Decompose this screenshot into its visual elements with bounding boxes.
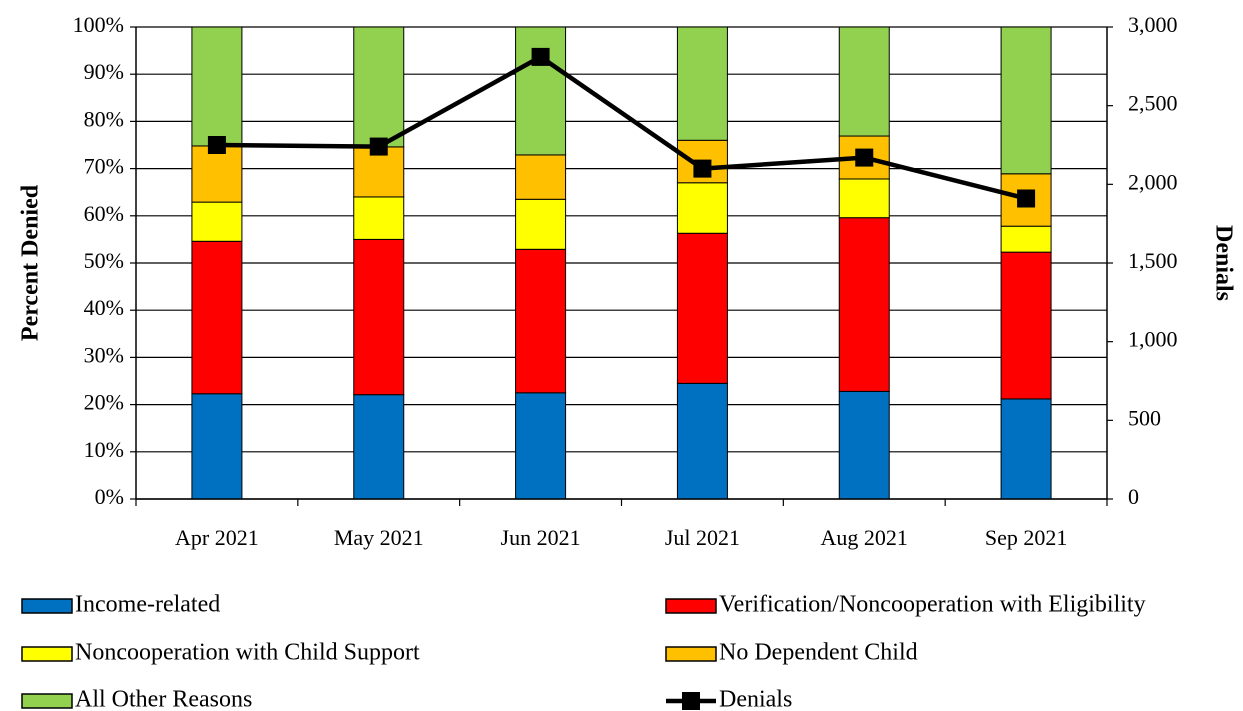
x-tick-label: Jun 2021 bbox=[501, 525, 581, 550]
bar-segment bbox=[1000, 26, 1052, 175]
bar-segment bbox=[1000, 251, 1052, 400]
bar-segment bbox=[191, 240, 243, 395]
y-axis-title: Percent Denied bbox=[18, 184, 44, 341]
bar-segment bbox=[191, 201, 243, 242]
y-tick-label: 50% bbox=[84, 248, 124, 273]
bar-segment bbox=[676, 232, 728, 384]
x-tick-label: Jul 2021 bbox=[665, 525, 740, 550]
bar-segment bbox=[515, 198, 567, 250]
axes bbox=[130, 26, 1113, 506]
y-tick-label: 20% bbox=[84, 390, 124, 415]
bar-segment bbox=[1000, 225, 1052, 253]
y2-tick-label: 2,500 bbox=[1128, 91, 1178, 116]
bar-segment bbox=[838, 26, 890, 137]
legend-label: All Other Reasons bbox=[75, 687, 252, 711]
legend-label: No Dependent Child bbox=[719, 640, 918, 666]
bar-segment bbox=[676, 182, 728, 234]
bar-segment bbox=[515, 154, 567, 200]
legend-label: Noncooperation with Child Support bbox=[75, 640, 420, 666]
bar-segment bbox=[191, 26, 243, 147]
legend-swatch bbox=[665, 646, 717, 662]
y2-axis-title: Denials bbox=[1210, 225, 1236, 301]
y2-tick-label: 3,000 bbox=[1128, 12, 1178, 37]
denials-marker bbox=[369, 137, 388, 156]
stacked-bars bbox=[191, 26, 1052, 500]
bar-segment bbox=[838, 217, 890, 392]
bar-segment bbox=[838, 178, 890, 219]
y-tick-label: 40% bbox=[84, 295, 124, 320]
legend-swatch bbox=[21, 693, 73, 709]
bar-segment bbox=[353, 238, 405, 396]
bar-segment bbox=[353, 26, 405, 148]
legend-label: Income-related bbox=[75, 592, 220, 618]
x-tick-label: Sep 2021 bbox=[985, 525, 1068, 550]
y-tick-label: 100% bbox=[73, 12, 124, 37]
y-tick-label: 10% bbox=[84, 437, 124, 462]
bar-segment bbox=[676, 382, 728, 500]
y2-tick-label: 1,500 bbox=[1128, 248, 1178, 273]
y2-tick-label: 0 bbox=[1128, 484, 1139, 509]
denials-marker bbox=[1017, 189, 1036, 208]
legend-label: Verification/Noncooperation with Eligibi… bbox=[719, 592, 1146, 618]
denials-line-path bbox=[216, 54, 1027, 201]
bar-segment bbox=[515, 26, 567, 156]
denials-marker bbox=[693, 159, 712, 178]
y-tick-label: 80% bbox=[84, 106, 124, 131]
legend-swatch bbox=[21, 598, 73, 614]
y-tick-label: 30% bbox=[84, 342, 124, 367]
tick-labels: 0% 10% 20% 30% 40% 50% 60% 70% 80% 90% 100% 0 500 1,0… bbox=[73, 12, 1178, 550]
x-tick-label: May 2021 bbox=[334, 525, 424, 550]
bar-segment bbox=[191, 393, 243, 500]
bar-segment bbox=[353, 196, 405, 240]
legend-label: Denials bbox=[719, 687, 792, 711]
y2-tick-label: 1,000 bbox=[1128, 327, 1178, 352]
bar-segment bbox=[1000, 398, 1052, 500]
bar-segment bbox=[676, 26, 728, 141]
y-tick-label: 60% bbox=[84, 201, 124, 226]
y2-tick-label: 2,000 bbox=[1128, 169, 1178, 194]
denials-marker bbox=[207, 136, 226, 154]
denials-line bbox=[207, 47, 1036, 208]
bar-segment bbox=[353, 394, 405, 500]
y-tick-label: 90% bbox=[84, 59, 124, 84]
bar-segment bbox=[191, 145, 243, 203]
x-tick-label: Apr 2021 bbox=[175, 525, 259, 550]
bar-segment bbox=[838, 390, 890, 500]
legend-swatch bbox=[665, 598, 717, 614]
x-tick-label: Aug 2021 bbox=[821, 525, 908, 550]
legend-swatch bbox=[21, 646, 73, 662]
legend: Income-related Verification/Noncooperatio… bbox=[21, 592, 1146, 711]
gridlines bbox=[136, 26, 1107, 500]
denials-marker bbox=[531, 47, 550, 66]
bar-segment bbox=[515, 392, 567, 500]
y2-tick-label: 500 bbox=[1128, 405, 1161, 430]
bar-segment bbox=[515, 248, 567, 394]
y-tick-label: 70% bbox=[84, 154, 124, 179]
denials-marker bbox=[855, 148, 874, 167]
legend-marker bbox=[682, 692, 700, 710]
y-tick-label: 0% bbox=[95, 484, 124, 509]
